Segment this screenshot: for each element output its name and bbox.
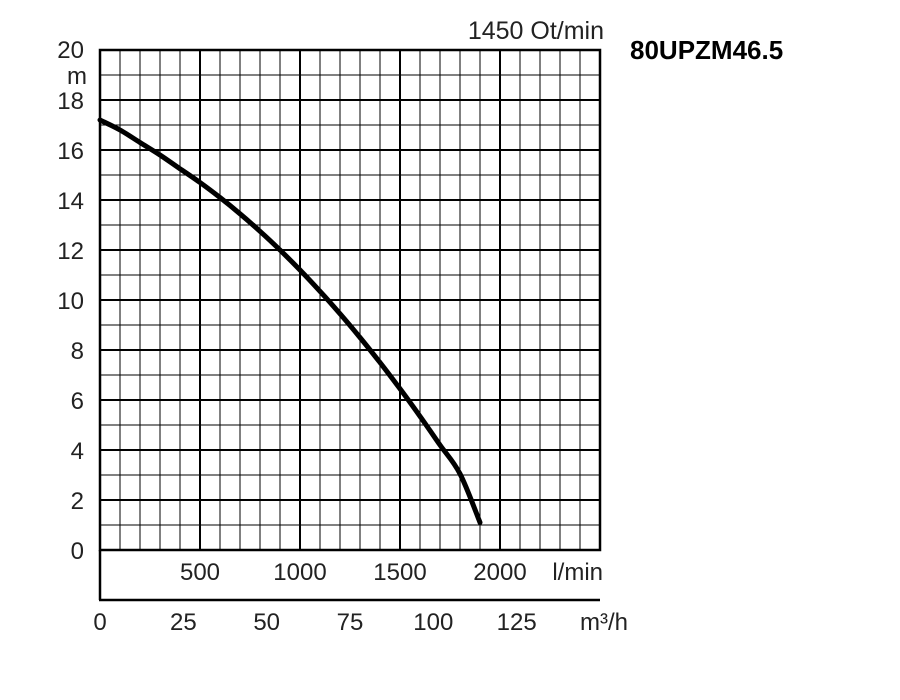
y-tick-label: 12 [57,238,84,265]
x-lpm-tick-label: 500 [180,559,220,586]
chart-title: 80UPZM46.5 [630,35,783,65]
x-lpm-tick-label: 1000 [273,559,326,586]
y-tick-label: 20 [57,37,84,64]
x-lpm-tick-label: 2000 [473,559,526,586]
x-m3h-tick-label: 125 [497,609,537,636]
secondary-axis-frame [98,550,600,602]
y-tick-label: 14 [57,188,84,215]
x-m3h-tick-label: 75 [337,609,364,636]
x-m3h-tick-label: 0 [93,609,106,636]
grid-major [100,50,600,550]
x-lpm-tick-label: 1500 [373,559,426,586]
x-m3h-unit-label: m³/h [580,609,628,636]
x-m3h-tick-labels: 0 25 50 75 100 125 [93,609,536,636]
y-tick-label: 18 [57,88,84,115]
y-tick-label: 16 [57,138,84,165]
y-tick-label: 10 [57,288,84,315]
speed-label: 1450 Ot/min [468,17,604,45]
x-m3h-tick-label: 25 [170,609,197,636]
x-m3h-tick-label: 50 [253,609,280,636]
x-lpm-tick-labels: 500 1000 1500 2000 [180,559,527,586]
y-tick-label: 6 [71,388,84,415]
plot-frame [98,48,602,552]
x-lpm-unit-label: l/min [552,559,603,586]
y-tick-label: 4 [71,438,84,465]
y-unit-label: m [67,63,87,90]
y-tick-label: 8 [71,338,84,365]
y-tick-label: 0 [71,538,84,565]
pump-head-curve [97,117,483,525]
x-m3h-tick-label: 100 [413,609,453,636]
y-tick-labels: 0 2 4 6 8 10 12 14 16 18 20 [57,37,84,565]
y-tick-label: 2 [71,488,84,515]
